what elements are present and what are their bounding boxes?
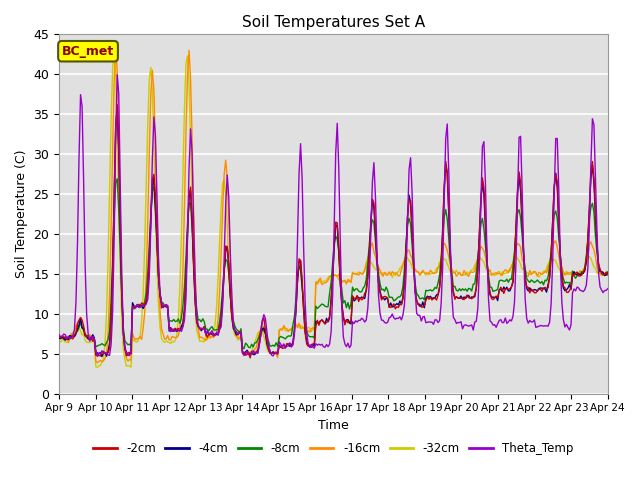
Title: Soil Temperatures Set A: Soil Temperatures Set A [242, 15, 425, 30]
X-axis label: Time: Time [318, 419, 349, 432]
Text: BC_met: BC_met [62, 45, 114, 58]
Y-axis label: Soil Temperature (C): Soil Temperature (C) [15, 150, 28, 278]
Legend: -2cm, -4cm, -8cm, -16cm, -32cm, Theta_Temp: -2cm, -4cm, -8cm, -16cm, -32cm, Theta_Te… [88, 437, 579, 460]
